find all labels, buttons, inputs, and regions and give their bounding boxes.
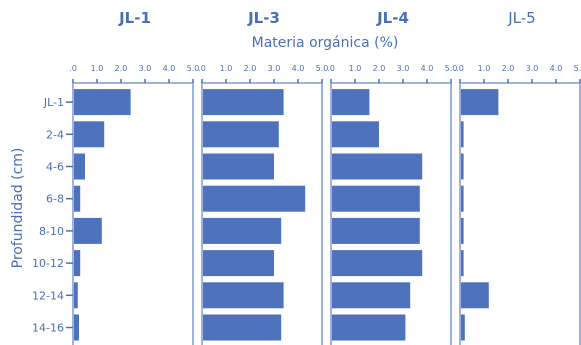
- x-tick-label-3-1: 1.0: [349, 64, 362, 73]
- y-axis-label: Profundidad (cm): [10, 148, 26, 269]
- x-tick-label-4-5: 5.0: [574, 64, 581, 73]
- x-tick-label-3-2: 2.0: [373, 64, 386, 73]
- x-tick-label-4-2: 2.0: [502, 64, 515, 73]
- bar-jl-3-4-6: [203, 153, 274, 180]
- x-tick-label-2-3: 3.0: [268, 64, 281, 73]
- bar-jl-1-14-16: [74, 314, 79, 341]
- bar-jl-5-10-12: [461, 250, 464, 277]
- bar-jl-4-12-14: [332, 282, 411, 309]
- panel-title-1: JL-1: [118, 9, 151, 27]
- bar-jl-1-8-10: [74, 217, 102, 244]
- bar-jl-1-10-12: [74, 250, 81, 277]
- x-tick-label-4-3: 3.0: [526, 64, 539, 73]
- x-axis-label: Materia orgánica (%): [252, 35, 399, 51]
- x-tick-label-2-2: 2.0: [244, 64, 257, 73]
- bar-jl-4-2-4: [332, 121, 379, 148]
- y-tick-label-7: 14-16: [32, 322, 64, 335]
- x-tick-label-2-1: 1.0: [220, 64, 233, 73]
- bar-jl-5-4-6: [461, 153, 464, 180]
- y-tick-label-3: 6-8: [46, 193, 64, 206]
- bar-jl-4-6-8: [332, 185, 420, 212]
- bar-jl-4-4-6: [332, 153, 423, 180]
- panel-title-3: JL-4: [376, 9, 409, 27]
- bar-jl-5-6-8: [461, 185, 464, 212]
- x-tick-label-1-2: 2.0: [115, 64, 128, 73]
- bar-jl-5-14-16: [461, 314, 465, 341]
- x-tick-label-1-5: 5.0: [187, 64, 200, 73]
- x-tick-label-1-0: .0: [69, 64, 77, 73]
- x-tick-label-2-4: 4.0: [292, 64, 305, 73]
- bar-jl-1-12-14: [74, 282, 78, 309]
- bar-jl-1-2-4: [74, 121, 105, 148]
- y-tick-label-4: 8-10: [39, 225, 64, 238]
- x-tick-label-4-1: 1.0: [478, 64, 491, 73]
- bar-jl-3-8-10: [203, 217, 282, 244]
- x-tick-label-1-1: 1.0: [91, 64, 104, 73]
- bar-jl-4-14-16: [332, 314, 406, 341]
- panel-title-2: JL-3: [247, 9, 280, 27]
- x-tick-label-4-4: 4.0: [550, 64, 563, 73]
- y-tick-label-0: JL-1: [43, 96, 64, 109]
- bar-jl-3-6-8: [203, 185, 306, 212]
- panel-frame-2: [201, 82, 323, 345]
- x-tick-label-4-0: .0: [456, 64, 464, 73]
- bar-jl-5-12-14: [461, 282, 489, 309]
- y-tick-label-2: 4-6: [46, 161, 64, 174]
- bar-jl-3-JL-1: [203, 89, 284, 116]
- bar-jl-3-10-12: [203, 250, 274, 277]
- bar-jl-1-JL-1: [74, 89, 131, 116]
- bar-jl-4-10-12: [332, 250, 423, 277]
- bar-jl-3-12-14: [203, 282, 284, 309]
- x-tick-label-3-4: 4.0: [421, 64, 434, 73]
- panel-frame-1: [72, 82, 194, 345]
- y-tick-label-1: 2-4: [46, 128, 64, 141]
- y-tick-label-5: 10-12: [32, 257, 64, 270]
- x-tick-label-3-5: 5.0: [445, 64, 458, 73]
- x-tick-label-1-3: 3.0: [139, 64, 152, 73]
- x-tick-label-3-0: .0: [327, 64, 335, 73]
- bar-jl-5-JL-1: [461, 89, 499, 116]
- bar-jl-5-2-4: [461, 121, 464, 148]
- bar-jl-4-JL-1: [332, 89, 370, 116]
- bar-jl-1-4-6: [74, 153, 85, 180]
- bar-jl-1-6-8: [74, 185, 81, 212]
- panel-frame-3: [330, 82, 452, 345]
- panel-title-4: JL-5: [507, 9, 535, 27]
- panel-frame-4: [459, 82, 581, 345]
- bar-jl-3-14-16: [203, 314, 282, 341]
- bar-jl-4-8-10: [332, 217, 420, 244]
- y-tick-label-6: 12-14: [32, 289, 64, 302]
- x-tick-label-1-4: 4.0: [163, 64, 176, 73]
- bar-jl-5-8-10: [461, 217, 464, 244]
- x-tick-label-2-0: .0: [198, 64, 206, 73]
- bar-jl-3-2-4: [203, 121, 279, 148]
- x-tick-label-2-5: 5.0: [316, 64, 329, 73]
- x-tick-label-3-3: 3.0: [397, 64, 410, 73]
- panels-group: JL-1 .0 1.0 2.0 3.0 4.0 5.0 JL-3 .0 1.0 2.0 3.0 4.0 5…: [32, 9, 581, 345]
